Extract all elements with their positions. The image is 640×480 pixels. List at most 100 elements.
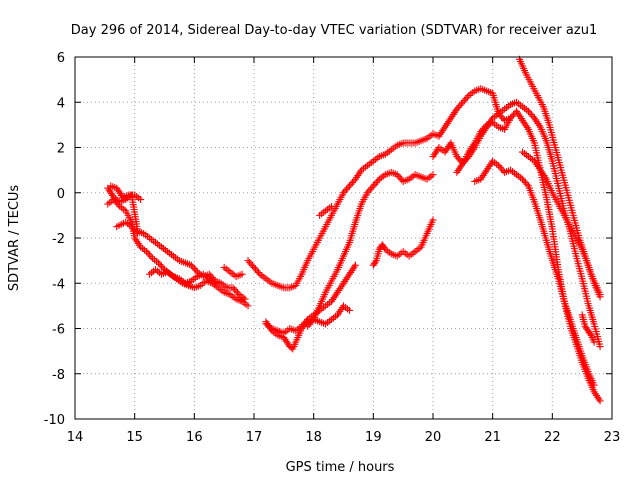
data-point [521, 179, 529, 187]
data-point [590, 381, 598, 389]
data-point [238, 270, 246, 278]
data-point [395, 172, 403, 180]
data-point [507, 114, 515, 122]
data-point [456, 156, 464, 164]
data-point [453, 153, 461, 161]
data-point [251, 265, 259, 273]
data-point [231, 285, 239, 293]
data-point [249, 262, 257, 270]
data-point [348, 179, 356, 187]
data-point [244, 302, 252, 310]
data-point [345, 306, 353, 314]
data-point [341, 187, 349, 195]
series-track-i [262, 261, 359, 337]
data-point [253, 267, 261, 275]
data-point [462, 95, 470, 103]
data-point [340, 189, 347, 197]
data-point [429, 171, 437, 179]
data-point [460, 97, 468, 105]
y-tick-label: -10 [44, 413, 65, 428]
data-point [190, 265, 198, 273]
series-track-l [316, 202, 336, 219]
data-point [460, 158, 468, 166]
data-point [344, 184, 352, 192]
data-point [393, 171, 401, 179]
series-track-a [104, 196, 252, 310]
data-point [529, 112, 537, 120]
data-point [189, 263, 197, 271]
x-tick-label: 14 [67, 430, 84, 445]
data-point [345, 182, 353, 190]
data-point [247, 260, 255, 268]
y-tick-label: 2 [57, 142, 65, 157]
data-point [129, 224, 137, 232]
data-point [596, 293, 604, 301]
data-point [454, 103, 462, 111]
y-tick-label: 4 [57, 96, 65, 111]
data-point [156, 261, 164, 269]
data-point [519, 175, 526, 183]
y-tick-label: -4 [52, 277, 65, 292]
series-track-k [369, 216, 437, 269]
data-point [520, 177, 528, 185]
series-track-h [262, 168, 437, 353]
data-point [301, 319, 309, 327]
data-point [134, 229, 142, 237]
data-point [305, 321, 313, 329]
data-point [396, 174, 404, 182]
y-axis-label: SDTVAR / TECUs [7, 185, 22, 292]
data-series [104, 55, 604, 405]
data-point [132, 228, 140, 236]
data-point [459, 98, 467, 106]
data-point [463, 154, 471, 162]
y-tick-labels: -10 -8 -6 -4 -2 0 2 4 6 [44, 51, 65, 428]
x-tick-label: 19 [365, 430, 382, 445]
data-point [496, 163, 504, 171]
series-track-f [220, 263, 246, 280]
series-track-c [107, 182, 145, 204]
x-axis-label: GPS time / hours [286, 460, 395, 475]
x-tick-label: 17 [246, 430, 263, 445]
series-track-e [146, 266, 219, 287]
data-point [523, 180, 531, 188]
data-point [246, 258, 254, 266]
series-track-b [104, 184, 249, 303]
data-point [459, 159, 467, 167]
data-point [590, 338, 598, 346]
data-point [380, 244, 388, 252]
y-tick-label: 0 [57, 187, 65, 202]
data-point [187, 261, 195, 269]
data-point [147, 253, 155, 261]
data-point [371, 180, 379, 188]
data-point [350, 177, 358, 185]
data-point [254, 269, 262, 277]
data-point [596, 343, 604, 351]
data-point [508, 112, 516, 120]
data-point [128, 223, 136, 231]
x-tick-label: 22 [544, 430, 561, 445]
x-tick-label: 23 [604, 430, 621, 445]
data-point [372, 179, 380, 187]
data-point [144, 249, 152, 257]
y-tick-label: 6 [57, 51, 65, 66]
x-tick-label: 15 [126, 430, 143, 445]
data-point [462, 156, 470, 164]
data-point [586, 330, 594, 338]
data-point [328, 202, 336, 210]
y-tick-label: -8 [52, 368, 65, 383]
data-point [365, 187, 373, 195]
data-point [229, 284, 237, 292]
series-track-r [578, 311, 598, 346]
data-point [363, 189, 371, 197]
data-point [498, 113, 506, 121]
data-point [137, 196, 145, 204]
data-point [457, 100, 465, 108]
data-point [527, 111, 535, 119]
x-tick-label: 21 [484, 430, 501, 445]
series-track-j [304, 302, 353, 330]
data-point [456, 102, 464, 110]
series-track-q [519, 148, 604, 301]
data-point [143, 248, 151, 256]
data-point [463, 93, 471, 101]
data-point [342, 185, 350, 193]
